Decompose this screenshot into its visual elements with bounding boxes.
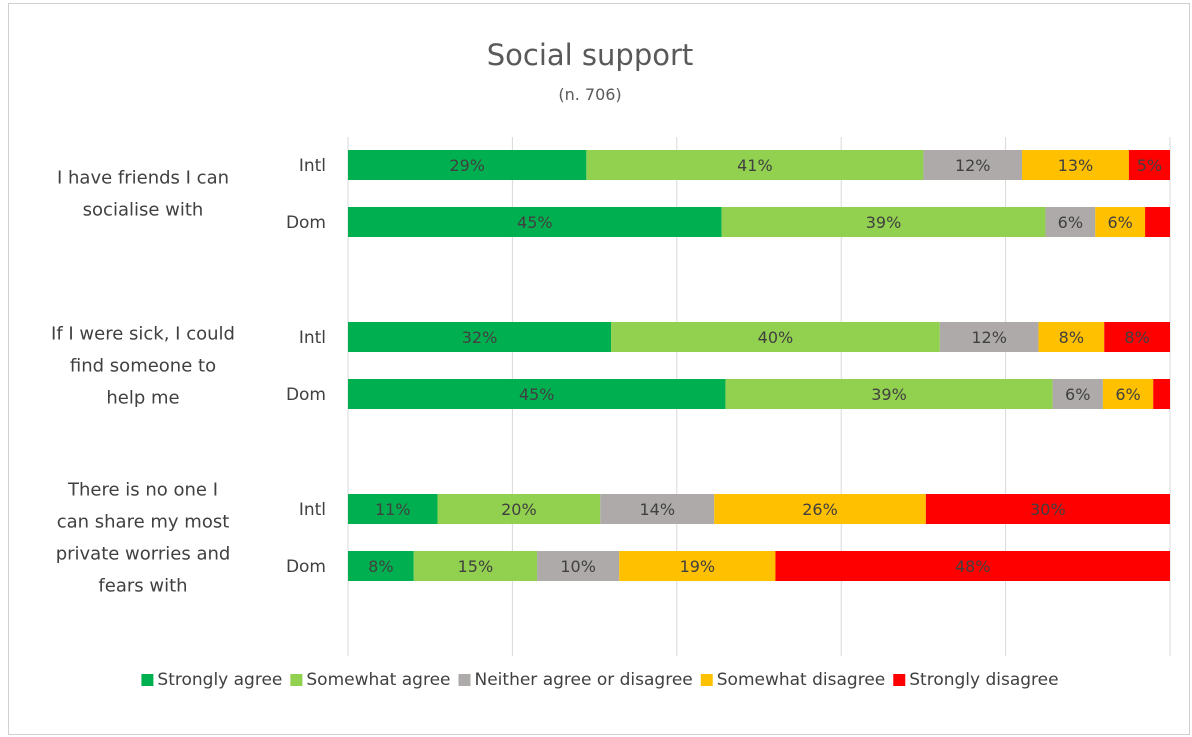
bars: 29% 41% 12% 13% 5% 45% 39% 6% 6% 32% 40% 12% 8% 8% 45%…	[348, 150, 1170, 581]
data-label: 12%	[971, 328, 1007, 347]
data-label: 32%	[462, 328, 498, 347]
data-label: 20%	[501, 500, 537, 519]
group-label: Intl	[299, 500, 326, 520]
data-label: 6%	[1058, 213, 1083, 232]
category-label-line: can share my most	[57, 512, 230, 533]
category-label-line: find someone to	[70, 356, 216, 377]
data-label: 5%	[1137, 156, 1162, 175]
bar-segment	[1102, 379, 1154, 409]
bar-segment	[600, 494, 715, 524]
legend-swatch	[141, 674, 154, 686]
bar-segment	[348, 322, 612, 352]
bar-segment	[348, 551, 414, 581]
data-label: 39%	[871, 385, 907, 404]
bar-segment	[721, 207, 1046, 237]
data-label: 45%	[519, 385, 555, 404]
data-label: 30%	[1030, 500, 1066, 519]
data-label: 45%	[517, 213, 553, 232]
group-label: Dom	[286, 213, 326, 233]
data-label: 40%	[758, 328, 794, 347]
chart-frame: Social support (n. 706) 29% 41% 12% 13% 5% 45…	[8, 3, 1190, 735]
bar-segment	[348, 494, 438, 524]
bar-segment	[1052, 379, 1103, 409]
bar-segment	[619, 551, 776, 581]
axis-labels: I have friends I can socialise with Intl Do…	[51, 156, 326, 597]
bar-segment	[923, 150, 1023, 180]
bar-segment	[348, 150, 587, 180]
bar-segment	[939, 322, 1039, 352]
data-label: 6%	[1107, 213, 1132, 232]
legend-label: Strongly agree	[157, 670, 282, 690]
bar-segment	[725, 379, 1053, 409]
category-label-line: There is no one I	[67, 480, 218, 501]
data-label: 41%	[737, 156, 773, 175]
bar-segment	[1038, 322, 1105, 352]
bar-segment	[1022, 150, 1129, 180]
legend-swatch	[700, 674, 713, 686]
bar-segment	[714, 494, 926, 524]
category-label-line: help me	[106, 388, 179, 409]
bar-segment	[586, 150, 924, 180]
bar-segment	[437, 494, 601, 524]
category-label-line: private worries and	[56, 544, 231, 565]
bar-segment	[1104, 322, 1170, 352]
legend-swatch	[458, 674, 471, 686]
data-label: 15%	[458, 557, 494, 576]
bar-segment	[775, 551, 1170, 581]
data-label: 11%	[375, 500, 411, 519]
data-label: 13%	[1058, 156, 1094, 175]
data-label: 10%	[560, 557, 596, 576]
group-label: Dom	[286, 385, 326, 405]
bar-segment	[1128, 150, 1170, 180]
data-label: 6%	[1115, 385, 1140, 404]
data-label: 8%	[1124, 328, 1149, 347]
category-label-line: I have friends I can	[57, 168, 229, 189]
bar-segment	[1045, 207, 1096, 237]
category-label-line: socialise with	[83, 200, 204, 221]
data-label: 26%	[802, 500, 838, 519]
data-label: 48%	[955, 557, 991, 576]
category-label-line: If I were sick, I could	[51, 324, 235, 345]
legend-label: Somewhat agree	[306, 670, 450, 690]
chart-title: Social support	[487, 38, 694, 72]
legend-label: Strongly disagree	[909, 670, 1058, 690]
group-label: Intl	[299, 156, 326, 176]
legend-swatch	[290, 674, 303, 686]
bar-segment	[925, 494, 1170, 524]
data-label: 8%	[1059, 328, 1084, 347]
data-label: 39%	[866, 213, 902, 232]
group-label: Dom	[286, 557, 326, 577]
bar-segment	[348, 379, 726, 409]
bar-segment	[1153, 379, 1170, 409]
bar-segment	[611, 322, 940, 352]
data-label: 8%	[368, 557, 393, 576]
chart-subtitle: (n. 706)	[558, 85, 621, 104]
data-label: 12%	[955, 156, 991, 175]
legend-label: Somewhat disagree	[717, 670, 886, 690]
bar-segment	[348, 207, 722, 237]
data-label: 29%	[449, 156, 485, 175]
bar-segment	[413, 551, 538, 581]
bar-segment	[1145, 207, 1170, 237]
legend-label: Neither agree or disagree	[475, 670, 693, 690]
chart-svg: Social support (n. 706) 29% 41% 12% 13% 5% 45…	[51, 38, 1171, 690]
bar-segment	[537, 551, 620, 581]
legend-swatch	[893, 674, 906, 686]
data-label: 14%	[639, 500, 675, 519]
group-label: Intl	[299, 328, 326, 348]
data-label: 19%	[680, 557, 716, 576]
bar-segment	[1095, 207, 1146, 237]
data-label: 6%	[1065, 385, 1090, 404]
category-label-line: fears with	[98, 576, 187, 597]
legend: Strongly agree Somewhat agree Neither agre…	[141, 670, 1059, 690]
